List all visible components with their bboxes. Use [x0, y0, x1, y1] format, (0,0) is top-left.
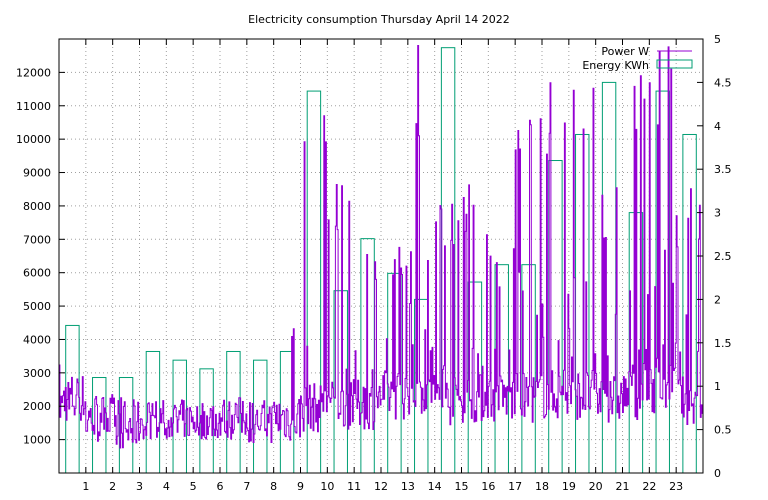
y-tick-label: 10000	[16, 133, 51, 146]
y-tick-label: 4000	[23, 333, 51, 346]
y-tick-label: 6000	[23, 267, 51, 280]
y-tick-label: 5000	[23, 300, 51, 313]
y2-tick-label: 3.5	[714, 163, 732, 176]
y2-tick-label: 2.5	[714, 250, 732, 263]
x-tick-label: 3	[136, 480, 143, 493]
y-tick-label: 2000	[23, 400, 51, 413]
legend-energy-swatch	[656, 59, 693, 69]
y2-tick-label: 1.5	[714, 337, 732, 350]
y-tick-label: 7000	[23, 233, 51, 246]
y-tick-label: 1000	[23, 434, 51, 447]
x-tick-label: 5	[190, 480, 197, 493]
legend-energy-label: Energy KWh	[582, 59, 649, 72]
x-tick-label: 14	[428, 480, 442, 493]
y-tick-label: 9000	[23, 167, 51, 180]
x-tick-label: 21	[616, 480, 630, 493]
y2-tick-label: 0.5	[714, 424, 732, 437]
x-tick-label: 19	[562, 480, 576, 493]
y-tick-label: 11000	[16, 100, 51, 113]
y-tick-label: 8000	[23, 200, 51, 213]
x-tick-label: 8	[270, 480, 277, 493]
x-tick-label: 10	[320, 480, 334, 493]
x-tick-label: 20	[589, 480, 603, 493]
x-tick-label: 18	[535, 480, 549, 493]
y2-tick-label: 5	[714, 33, 721, 46]
power-series	[59, 45, 704, 449]
chart-title: Electricity consumption Thursday April 1…	[248, 13, 510, 26]
energy-box	[333, 290, 348, 474]
y2-tick-label: 3	[714, 207, 721, 220]
y2-tick-label: 0	[714, 467, 721, 480]
y-tick-label: 12000	[16, 66, 51, 79]
y2-tick-label: 4.5	[714, 76, 732, 89]
x-tick-label: 7	[243, 480, 250, 493]
x-tick-label: 22	[642, 480, 656, 493]
x-tick-label: 15	[455, 480, 469, 493]
x-tick-label: 2	[109, 480, 116, 493]
x-tick-label: 1	[82, 480, 89, 493]
x-tick-label: 16	[481, 480, 495, 493]
energy-box	[521, 264, 536, 474]
power-line	[59, 45, 704, 449]
energy-box	[226, 350, 241, 474]
axes: 1 2 3 4 5 6 7 8 9 10 11 12 13 14 15 16 17 18 19 20 21 22 23100…	[16, 33, 732, 493]
y2-tick-label: 1	[714, 380, 721, 393]
legend-power-label: Power W	[601, 45, 649, 58]
x-tick-label: 9	[297, 480, 304, 493]
y2-tick-label: 4	[714, 120, 721, 133]
x-tick-label: 4	[163, 480, 170, 493]
y2-tick-label: 2	[714, 293, 721, 306]
x-tick-label: 17	[508, 480, 522, 493]
x-tick-label: 11	[347, 480, 361, 493]
y-tick-label: 3000	[23, 367, 51, 380]
x-tick-label: 23	[669, 480, 683, 493]
legend: Power W Energy KWh	[582, 45, 693, 72]
x-tick-label: 13	[401, 480, 415, 493]
x-tick-label: 12	[374, 480, 388, 493]
x-tick-label: 6	[217, 480, 224, 493]
